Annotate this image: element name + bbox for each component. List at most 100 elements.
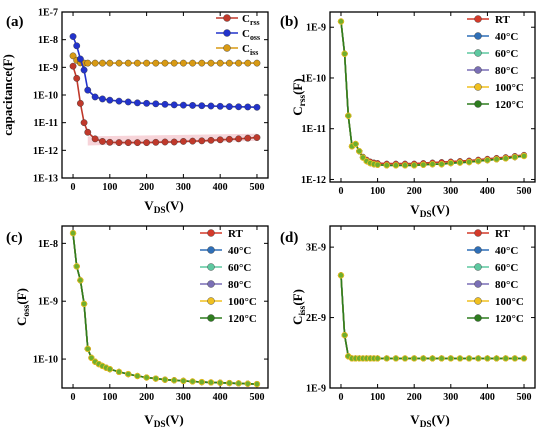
legend-marker [207,246,215,254]
overlay-point [511,355,519,362]
legend-marker [474,83,482,91]
y-axis-label-sub: iss [298,305,308,315]
legend-marker [474,15,482,23]
x-tick-label: 300 [176,182,191,193]
overlay-point [465,158,473,166]
overlay-point [392,162,400,169]
overlay-point [152,375,160,382]
overlay-point [170,377,178,384]
x-axis-label-sub: DS [154,420,166,430]
series-coss-point [76,55,84,63]
series-ciss-point [99,59,106,67]
series-ciss-point [91,59,99,67]
x-axis-label-tail: (V) [432,412,450,427]
series-coss-point [253,103,261,111]
overlay-point [502,355,509,362]
y-axis-label: Ciss(F) [290,289,308,325]
y-tick-label: 1E-9 [38,63,58,74]
series-ciss-point [106,59,114,67]
series-ciss-point [225,59,233,67]
x-tick-label: 200 [139,392,154,403]
legend-label: 100°C [228,296,257,308]
x-tick-label: 200 [407,392,422,403]
y-tick-label: 1E-12 [301,175,326,186]
overlay-point [520,152,528,160]
overlay-point [244,380,251,387]
legend-entry [467,229,489,237]
y-axis-label-tail: (F) [290,78,305,95]
series-coss-point [189,102,196,109]
x-axis-label-main: V [410,202,420,217]
overlay-point [337,272,345,279]
x-axis-label-sub: DS [154,206,166,216]
legend-marker [207,280,215,288]
x-tick-label: 500 [517,392,532,403]
series-ciss-point [253,59,261,67]
series-crss-point [170,138,178,146]
y-tick-label: 1E-8 [38,239,58,250]
legend-marker [474,263,482,271]
x-tick-label: 500 [517,186,532,197]
legend-marker [474,280,482,288]
y-tick-label: 1E-9 [38,297,58,308]
legend-label: 40°C [495,245,518,257]
overlay-point [401,162,409,169]
overlay-point [80,300,88,308]
x-axis-label: VDS(V) [144,412,183,430]
x-axis-label: VDS(V) [144,198,183,216]
overlay-point [189,378,196,385]
legend-marker [474,314,482,322]
overlay-point [235,380,242,387]
series-ciss-point [124,59,132,67]
x-axis-label-main: V [410,412,420,427]
x-tick-label: 300 [176,392,191,403]
legend-label: 120°C [495,313,524,325]
legend-label-sub: iss [250,48,258,57]
overlay-point [356,148,363,155]
x-axis-label-sub: DS [420,420,432,430]
overlay-point [134,372,141,380]
series-coss-point [99,95,106,103]
x-tick-label: 500 [249,392,264,403]
series-coss-point [244,103,252,111]
legend-marker [223,29,231,37]
x-axis-label-tail: (V) [166,198,184,213]
legend-label: RT [495,228,511,240]
legend-label: 100°C [495,82,524,94]
x-tick-label: 100 [370,186,385,197]
series-crss-point [207,136,215,144]
series-ciss-point [152,59,160,67]
series-crss-point [198,137,206,145]
overlay-point [520,355,528,362]
legend-entry [216,29,238,37]
legend-marker [207,297,215,305]
x-tick-label: 0 [71,182,76,193]
y-tick-label: 1E-9 [306,23,326,34]
legend-entry [467,66,489,74]
legend-entry [467,297,489,305]
series-coss-point [73,42,81,50]
legend-entry [200,314,222,322]
series-coss-point [225,103,233,111]
legend-entry [200,280,222,288]
legend-entry [467,314,489,322]
legend-label: RT [228,228,244,240]
y-tick-label: 1E-7 [38,8,58,19]
x-tick-label: 200 [407,186,422,197]
x-axis-label-tail: (V) [166,412,184,427]
series-ciss-point [69,52,77,60]
overlay-point [484,156,491,164]
y-tick-label: 1E-11 [302,124,326,135]
series-crss-point [253,134,261,141]
legend-label-sub: oss [250,33,260,42]
legend-entry [200,229,222,237]
series-ciss-point [179,59,187,67]
y-axis-label-tail: (F) [14,288,29,305]
overlay-point [438,160,445,168]
x-axis-label-main: V [144,412,154,427]
y-tick-label: 3E-9 [306,243,326,254]
series-crss-point [84,128,92,136]
legend-label: Crss [242,13,260,27]
overlay-point [341,331,348,339]
legend-marker [223,14,231,22]
